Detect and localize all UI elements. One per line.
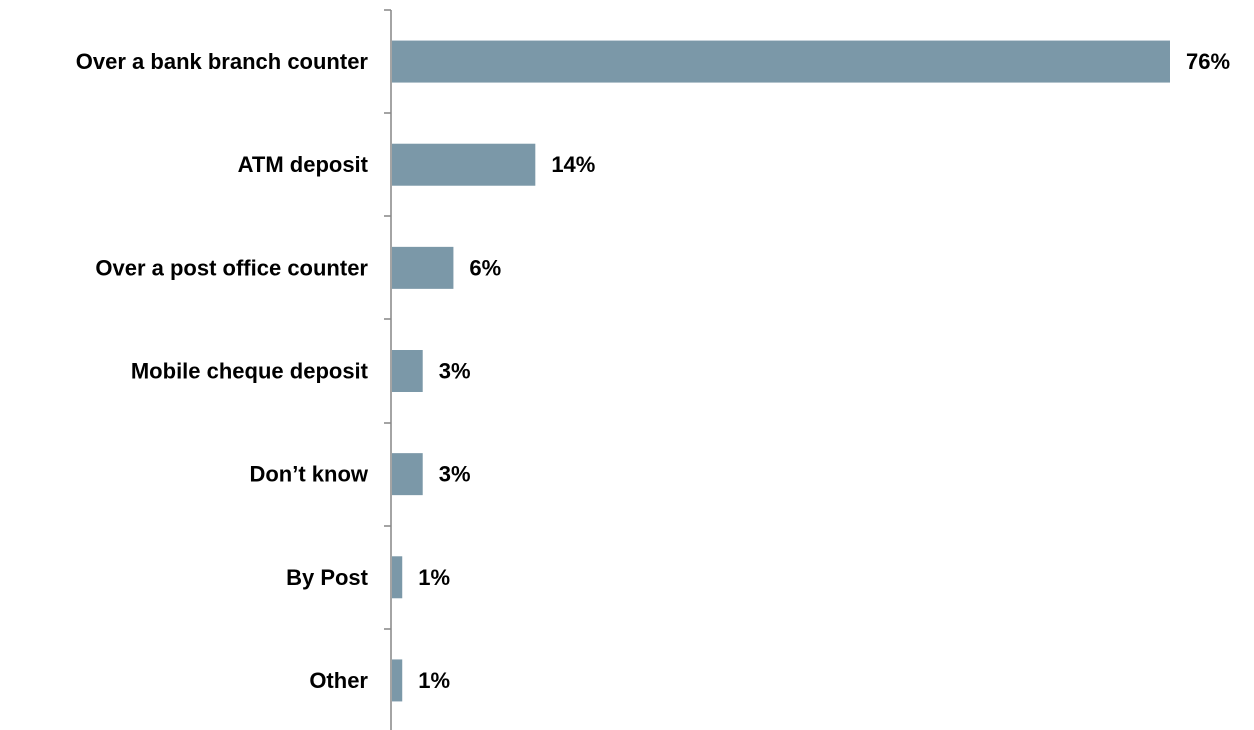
category-label-over-a-post-office-counter: Over a post office counter	[95, 255, 368, 280]
bar-over-a-post-office-counter	[392, 246, 454, 289]
value-label-by-post: 1%	[418, 565, 450, 590]
category-label-other: Other	[309, 668, 368, 693]
category-label-by-post: By Post	[286, 565, 369, 590]
category-labels: Over a bank branch counter ATM deposit Ove…	[76, 49, 369, 693]
bar-atm-deposit	[392, 143, 536, 186]
value-label-don-t-know: 3%	[439, 462, 471, 487]
bar-other	[392, 659, 403, 702]
value-label-mobile-cheque-deposit: 3%	[439, 359, 471, 384]
category-label-atm-deposit: ATM deposit	[238, 152, 369, 177]
value-label-atm-deposit: 14%	[551, 152, 595, 177]
value-labels: 76% 14% 6% 3% 3% 1% 1%	[418, 49, 1230, 693]
category-label-over-a-bank-branch-counter: Over a bank branch counter	[76, 49, 369, 74]
value-label-over-a-bank-branch-counter: 76%	[1186, 49, 1230, 74]
bar-don-t-know	[392, 453, 423, 496]
bar-mobile-cheque-deposit	[392, 350, 423, 392]
value-label-other: 1%	[418, 668, 450, 693]
bar-over-a-bank-branch-counter	[392, 40, 1170, 83]
category-axis	[384, 9, 392, 730]
category-label-don-t-know: Don’t know	[249, 462, 368, 487]
value-label-over-a-post-office-counter: 6%	[469, 255, 501, 280]
bars	[392, 40, 1170, 702]
category-label-mobile-cheque-deposit: Mobile cheque deposit	[131, 359, 369, 384]
bar-by-post	[392, 556, 403, 599]
